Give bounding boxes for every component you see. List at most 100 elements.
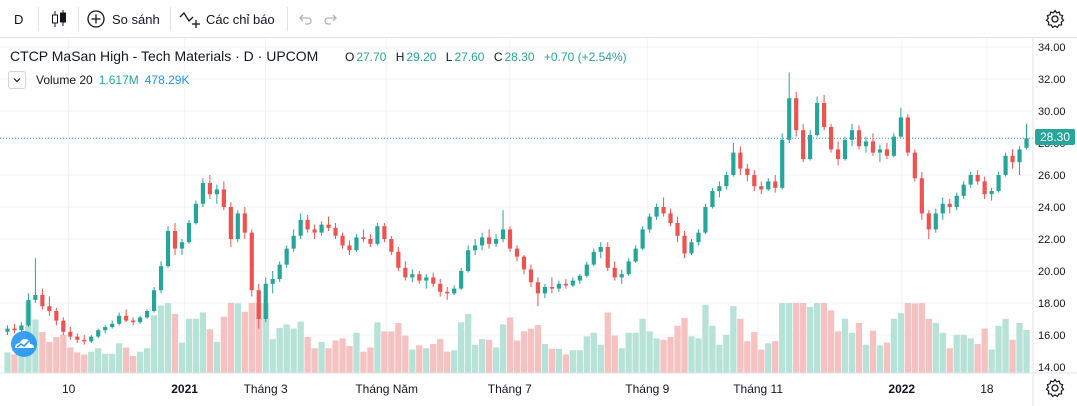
price-tick-label: 32.00: [1038, 74, 1066, 86]
candle-body: [431, 277, 436, 284]
indicators-icon: [179, 11, 200, 28]
volume-bar: [660, 339, 667, 373]
candle-body: [968, 175, 973, 185]
candle-body: [605, 247, 610, 268]
undo-button[interactable]: [296, 0, 314, 38]
price-axis[interactable]: 14.0016.0018.0020.0022.0024.0026.0028.00…: [1038, 42, 1066, 374]
volume-legend: Volume 20 1.617M 478.29K: [8, 70, 189, 90]
candle-body: [682, 235, 687, 254]
volume-bar: [60, 334, 67, 373]
ohlc-values: O 27.70 H 29.20 L 27.60 C 28.30 +0.70 (+2.54…: [345, 50, 629, 64]
price-tick-label: 20.00: [1038, 266, 1066, 278]
volume-bar: [737, 318, 744, 373]
candle-body: [801, 130, 806, 159]
candle-body: [19, 325, 24, 331]
candle-body: [752, 175, 757, 187]
volume-bar: [241, 311, 248, 373]
candle-body: [891, 136, 896, 156]
candle-body: [745, 168, 750, 175]
axis-settings-button[interactable]: [1044, 377, 1066, 399]
candle-body: [33, 295, 38, 300]
candle-body: [640, 229, 645, 249]
interval-button[interactable]: D: [14, 0, 23, 38]
candle-body: [445, 291, 450, 294]
redo-icon: [324, 14, 337, 25]
candle-body: [382, 226, 387, 239]
volume-bar: [562, 354, 569, 373]
volume-bar: [381, 331, 388, 373]
volume-bar: [688, 336, 695, 373]
candle-body: [654, 207, 659, 217]
volume-bar: [262, 303, 269, 373]
volume-bar: [1016, 323, 1023, 373]
redo-button[interactable]: [322, 0, 340, 38]
price-tick-label: 26.00: [1038, 170, 1066, 182]
candle-body: [982, 181, 987, 195]
volume-bar: [569, 350, 576, 373]
candle-body: [89, 336, 94, 342]
volume-bar: [730, 306, 737, 373]
candle-body: [500, 229, 506, 239]
candle-body: [710, 191, 715, 207]
candle-body: [926, 213, 931, 230]
price-tick-label: 34.00: [1038, 42, 1066, 54]
settings-button[interactable]: [1044, 0, 1066, 38]
volume-bar: [695, 338, 702, 373]
candle-body: [794, 98, 799, 131]
volume-bar: [618, 348, 625, 373]
volume-bar: [597, 344, 604, 373]
indicators-label: Các chỉ báo: [206, 11, 275, 27]
volume-bar: [974, 344, 981, 373]
candle-body: [822, 103, 827, 127]
candle-body: [933, 213, 938, 230]
candle-body: [410, 274, 415, 278]
chart-type-button[interactable]: [48, 0, 70, 38]
collapse-toggle[interactable]: [8, 71, 26, 89]
volume-bar: [827, 310, 835, 373]
indicators-button[interactable]: Các chỉ báo: [178, 0, 275, 38]
volume-bar: [800, 303, 807, 373]
candle-body: [103, 327, 108, 331]
volume-bar: [995, 325, 1002, 373]
candle-body: [849, 130, 855, 140]
candle-body: [473, 245, 478, 251]
candle-body: [347, 245, 352, 251]
candle-body: [563, 283, 568, 286]
low-value: 27.60: [454, 50, 485, 64]
volume-bar: [834, 331, 842, 373]
volume-bars: [4, 303, 1030, 373]
volume-bar: [297, 321, 304, 373]
time-tick-label: Tháng 11: [733, 382, 783, 396]
candle-body: [668, 213, 673, 223]
price-chart[interactable]: 14.0016.0018.0020.0022.0024.0026.0028.00…: [0, 38, 1077, 406]
volume-bar: [702, 304, 709, 373]
candle-body: [766, 181, 771, 190]
candle-body: [466, 250, 471, 271]
time-axis[interactable]: 10 2021 Tháng 3 Tháng Năm Tháng 7 Tháng 9 Thán…: [62, 382, 994, 396]
candle-body: [577, 275, 582, 281]
candle-body: [5, 328, 10, 332]
price-tick-label: 24.00: [1038, 202, 1066, 214]
volume-bar: [485, 339, 493, 373]
time-tick-label: 2022: [888, 382, 915, 396]
candle-body: [12, 328, 17, 331]
candle-body: [270, 279, 275, 284]
volume-bar: [290, 328, 297, 373]
tradingview-logo[interactable]: [8, 330, 40, 358]
candle-body: [961, 184, 966, 196]
candle-body: [26, 299, 31, 326]
candle-body: [47, 306, 52, 311]
volume-bar: [11, 354, 18, 373]
grid-lines: [0, 38, 1033, 373]
volume-bar: [513, 340, 521, 373]
candle-body: [452, 288, 457, 294]
candle-body: [138, 317, 143, 323]
candle-body: [905, 117, 910, 153]
volume-bar: [632, 332, 639, 373]
volume-bar: [744, 341, 751, 373]
compare-button[interactable]: So sánh: [86, 0, 160, 38]
volume-bar: [171, 313, 179, 373]
volume-bar: [136, 351, 144, 373]
candle-body: [898, 117, 903, 137]
candle-body: [221, 189, 226, 207]
